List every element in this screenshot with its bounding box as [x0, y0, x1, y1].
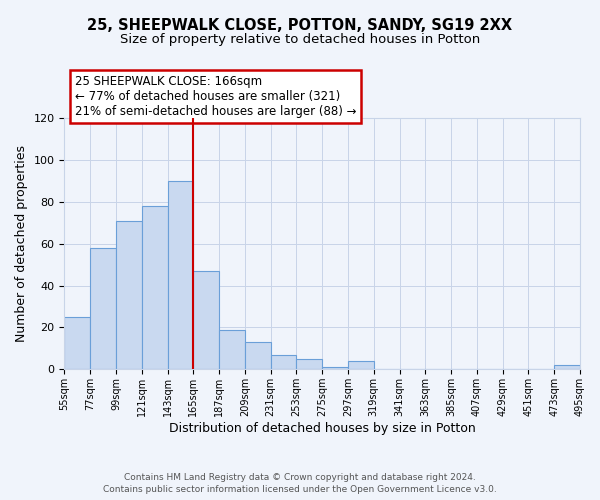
- Bar: [271, 354, 296, 370]
- Bar: [296, 359, 322, 370]
- Bar: [142, 206, 167, 370]
- Bar: [64, 317, 90, 370]
- Y-axis label: Number of detached properties: Number of detached properties: [15, 145, 28, 342]
- Bar: [90, 248, 116, 370]
- Bar: [219, 330, 245, 370]
- Text: 25 SHEEPWALK CLOSE: 166sqm
← 77% of detached houses are smaller (321)
21% of sem: 25 SHEEPWALK CLOSE: 166sqm ← 77% of deta…: [75, 75, 356, 118]
- Bar: [245, 342, 271, 369]
- Text: Contains HM Land Registry data © Crown copyright and database right 2024.: Contains HM Land Registry data © Crown c…: [124, 472, 476, 482]
- Bar: [116, 220, 142, 370]
- Bar: [348, 361, 374, 370]
- Bar: [322, 367, 348, 370]
- Bar: [167, 181, 193, 370]
- X-axis label: Distribution of detached houses by size in Potton: Distribution of detached houses by size …: [169, 422, 476, 435]
- Text: 25, SHEEPWALK CLOSE, POTTON, SANDY, SG19 2XX: 25, SHEEPWALK CLOSE, POTTON, SANDY, SG19…: [88, 18, 512, 32]
- Text: Contains public sector information licensed under the Open Government Licence v3: Contains public sector information licen…: [103, 485, 497, 494]
- Text: Size of property relative to detached houses in Potton: Size of property relative to detached ho…: [120, 32, 480, 46]
- Bar: [554, 365, 580, 370]
- Bar: [193, 271, 219, 370]
